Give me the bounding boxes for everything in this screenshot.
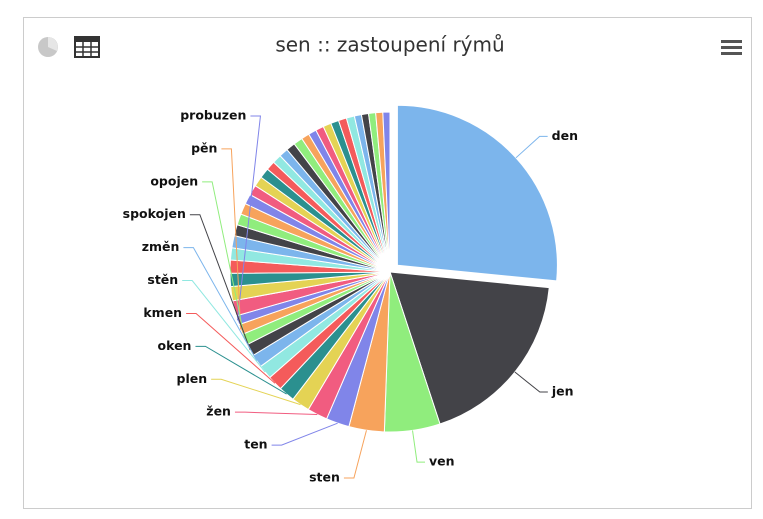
label-connector: [343, 430, 367, 479]
label-connector: [221, 148, 242, 330]
data-label: opojen: [150, 173, 198, 188]
menu-button[interactable]: [721, 40, 742, 55]
label-connector: [195, 345, 287, 395]
data-label: oken: [158, 338, 192, 353]
data-label: jen: [551, 384, 574, 399]
data-label: plen: [177, 371, 208, 386]
label-connector: [186, 312, 276, 384]
label-connector: [236, 115, 262, 321]
table-icon[interactable]: [74, 36, 100, 58]
label-connector: [183, 247, 258, 362]
data-label: pěn: [191, 140, 217, 155]
label-connector: [412, 430, 426, 463]
label-connector: [234, 411, 318, 416]
data-label: změn: [142, 239, 180, 254]
data-label: ten: [244, 437, 267, 452]
chart-title: sen :: zastoupení rýmů: [275, 33, 504, 57]
data-label: probuzen: [180, 108, 246, 123]
label-connector: [271, 422, 338, 446]
pie-slice: [382, 111, 391, 273]
data-label: den: [552, 128, 578, 143]
label-connector: [182, 280, 266, 373]
label-connector: [189, 214, 251, 351]
chart-type-icon[interactable]: [38, 37, 58, 57]
label-connector: [514, 371, 548, 393]
data-label: sten: [309, 470, 340, 485]
data-label: žen: [206, 404, 231, 419]
data-label: stěn: [147, 272, 178, 287]
data-label: ven: [429, 454, 455, 469]
data-label: kmen: [143, 305, 182, 320]
data-label: spokojen: [123, 206, 186, 221]
label-connector: [202, 181, 246, 340]
label-connector: [515, 135, 548, 159]
label-connector: [211, 378, 301, 406]
